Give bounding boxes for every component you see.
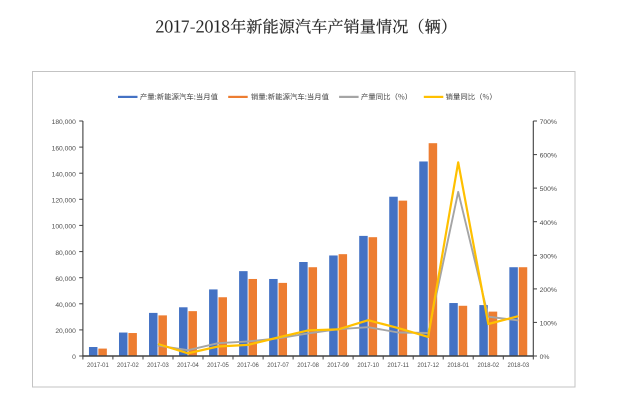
svg-text:2017-01: 2017-01 [87, 362, 109, 369]
svg-text:2018-03: 2018-03 [507, 362, 529, 369]
svg-text:80,000: 80,000 [55, 250, 76, 257]
svg-text:40,000: 40,000 [55, 302, 76, 309]
svg-text:0: 0 [72, 354, 76, 361]
svg-text:140,000: 140,000 [52, 171, 76, 178]
svg-text:180,000: 180,000 [52, 119, 76, 126]
svg-text:2017-09: 2017-09 [327, 362, 349, 369]
svg-text:2017-04: 2017-04 [177, 362, 199, 369]
svg-text:2017-03: 2017-03 [147, 362, 169, 369]
svg-text:2017-08: 2017-08 [297, 362, 319, 369]
svg-text:20,000: 20,000 [55, 328, 76, 335]
svg-text:120,000: 120,000 [52, 198, 76, 205]
svg-text:2017-12: 2017-12 [417, 362, 439, 369]
svg-text:0%: 0% [540, 354, 550, 361]
svg-text:200%: 200% [540, 287, 557, 294]
svg-text:100,000: 100,000 [52, 224, 76, 231]
svg-text:600%: 600% [540, 153, 557, 160]
svg-text:500%: 500% [540, 186, 557, 193]
svg-text:2017-11: 2017-11 [387, 362, 409, 369]
svg-text:2017-07: 2017-07 [267, 362, 289, 369]
svg-text:2018-01: 2018-01 [447, 362, 469, 369]
svg-text:60,000: 60,000 [55, 276, 76, 283]
svg-text:2017-05: 2017-05 [207, 362, 229, 369]
svg-text:2017-02: 2017-02 [117, 362, 139, 369]
svg-text:160,000: 160,000 [52, 145, 76, 152]
svg-text:2017-06: 2017-06 [237, 362, 259, 369]
svg-text:400%: 400% [540, 220, 557, 227]
svg-text:700%: 700% [540, 119, 557, 126]
svg-text:2018-02: 2018-02 [477, 362, 499, 369]
svg-text:2017-10: 2017-10 [357, 362, 379, 369]
svg-text:100%: 100% [540, 321, 557, 328]
svg-text:300%: 300% [540, 253, 557, 260]
